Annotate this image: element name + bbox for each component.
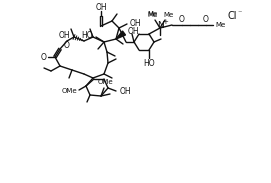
Polygon shape bbox=[116, 31, 125, 39]
Text: ⁻: ⁻ bbox=[238, 8, 242, 18]
Text: Me: Me bbox=[215, 22, 225, 28]
Text: OH: OH bbox=[129, 20, 141, 29]
Text: O: O bbox=[41, 53, 47, 61]
Text: OH: OH bbox=[95, 3, 107, 12]
Text: OMe: OMe bbox=[61, 88, 77, 94]
Text: Me: Me bbox=[147, 12, 157, 18]
Text: Me: Me bbox=[148, 11, 158, 17]
Text: HO: HO bbox=[81, 31, 93, 40]
Text: OH: OH bbox=[58, 31, 70, 40]
Text: OH: OH bbox=[127, 27, 139, 36]
Text: OMe: OMe bbox=[97, 79, 113, 85]
Text: +: + bbox=[162, 19, 168, 25]
Text: O: O bbox=[64, 40, 70, 49]
Text: HO: HO bbox=[143, 59, 155, 68]
Text: OH: OH bbox=[119, 87, 131, 96]
Text: Me: Me bbox=[164, 12, 174, 18]
Text: N: N bbox=[158, 20, 164, 29]
Text: O: O bbox=[179, 16, 185, 25]
Text: O: O bbox=[203, 16, 209, 25]
Text: Cl: Cl bbox=[227, 11, 237, 21]
